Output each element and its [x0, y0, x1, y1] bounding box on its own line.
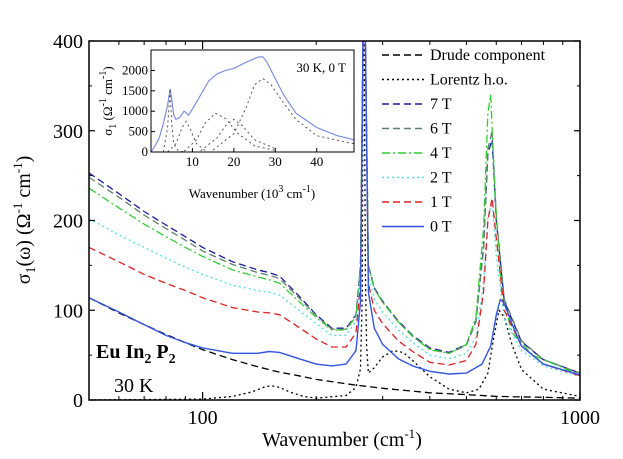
legend-label: 7 T — [430, 96, 452, 113]
series-line-6-t — [89, 41, 580, 374]
y-tick-label: 200 — [53, 211, 83, 233]
inset-y-tick-label: 0 — [142, 144, 149, 159]
x-tick-label: 100 — [188, 407, 218, 429]
inset-frame — [150, 49, 355, 153]
inset-x-axis-title: Wavenumber (103 cm-1) — [189, 184, 315, 201]
inset-background — [151, 50, 354, 152]
legend-label: Lorentz h.o. — [430, 72, 508, 89]
temperature-annotation: 30 K — [114, 375, 154, 397]
inset-title: 30 K, 0 T — [296, 60, 346, 75]
legend-label: Drude component — [430, 47, 546, 64]
inset-y-tick-label: 1000 — [122, 103, 148, 118]
legend-label: 2 T — [430, 170, 452, 187]
y-tick-label: 300 — [53, 121, 83, 143]
inset-y-axis-title: σ1 (Ω-1 cm-1) — [98, 66, 119, 135]
series-line-4-t — [89, 41, 580, 376]
y-tick-label: 400 — [53, 31, 83, 53]
compound-annotation: Eu In2 P2 — [96, 341, 176, 367]
inset-y-tick-label: 500 — [129, 124, 149, 139]
series-line-lorentz-h-o — [89, 41, 580, 400]
inset-oscillator-line — [212, 78, 355, 151]
inset-ticks-group: 0 500 1000 1500 2000 10 20 30 40 — [122, 62, 323, 169]
inset-x-tick-label: 10 — [186, 154, 199, 169]
legend: Drude component Lorentz h.o. 7 T 6 T 4 T 2 T 1… — [382, 47, 546, 236]
inset-oscillator-line — [167, 120, 206, 153]
main-series-group — [89, 41, 580, 400]
main-x-axis-title: Wavenumber (cm-1) — [262, 426, 422, 451]
inset-x-tick-label: 20 — [227, 154, 240, 169]
legend-label: 0 T — [430, 219, 452, 236]
series-line-7-t — [89, 41, 580, 374]
legend-label: 1 T — [430, 194, 452, 211]
series-line-1-t — [89, 41, 580, 377]
inset-y-tick-label: 2000 — [122, 62, 148, 77]
y-tick-label: 0 — [73, 390, 83, 412]
x-tick-label: 1000 — [560, 407, 600, 429]
inset-y-tick-label: 1500 — [122, 83, 148, 98]
inset-x-tick-label: 30 — [269, 154, 282, 169]
inset-series-group — [150, 56, 355, 153]
main-y-axis-title: σ1(ω) (Ω-1 cm-1) — [10, 156, 39, 285]
legend-label: 6 T — [430, 121, 452, 138]
inset-oscillator-line — [162, 88, 185, 153]
inset-oscillator-line — [200, 118, 276, 152]
inset-x-tick-label: 40 — [310, 154, 323, 169]
series-line-0-t — [89, 41, 580, 376]
inset-oscillator-line — [183, 112, 276, 152]
y-tick-label: 100 — [53, 300, 83, 322]
inset-chart: 0 500 1000 1500 2000 10 20 30 40 30 K, 0 T Waven… — [98, 49, 355, 201]
legend-label: 4 T — [430, 145, 452, 162]
